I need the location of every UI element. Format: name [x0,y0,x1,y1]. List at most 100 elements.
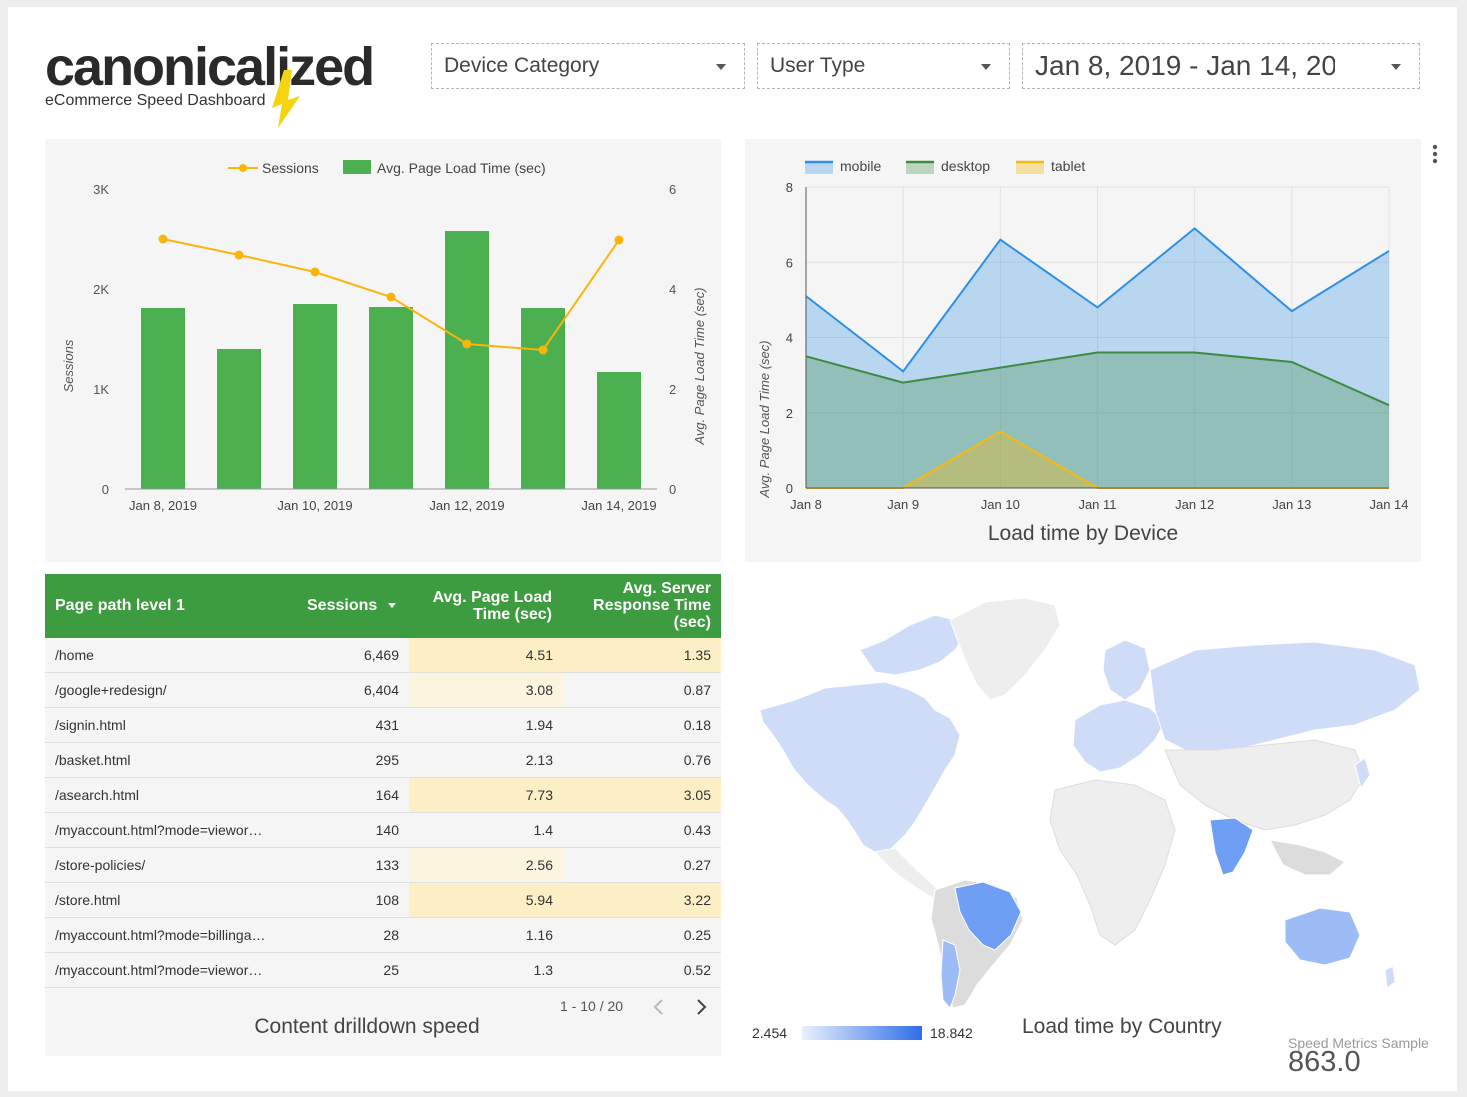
table-header: Page path level 1 Sessions Avg. Page Loa… [45,574,721,638]
legend-mobile-swatch [805,162,833,174]
lightning-bolt-icon [272,70,300,128]
date-range-filter[interactable]: Jan 8, 2019 - Jan 14, 2019 [1022,43,1420,89]
load-time-bar[interactable] [217,349,261,489]
user-type-filter[interactable]: User Type [757,43,1010,89]
table-row[interactable]: /myaccount.html?mode=viewor… 140 1.4 0.43 [45,813,721,848]
map-region-japan [1354,757,1371,790]
load-time-bar[interactable] [293,304,337,489]
table-title: Content drilldown speed [254,1015,480,1038]
cell-page-path: /myaccount.html?mode=billinga… [55,927,266,943]
cell-page-path: /myaccount.html?mode=viewor… [55,822,263,838]
table-body: /home 6,469 4.51 1.35/google+redesign/6,404… [45,638,721,988]
map-region-central-america [874,847,941,899]
cell-server-response-time: 0.27 [683,857,711,873]
col-header-page-load[interactable]: Avg. Page Load Time (sec) [433,589,552,623]
col-header-sessions[interactable]: Sessions [307,597,396,615]
table-row[interactable]: /store.html 108 5.94 3.22 [45,883,721,918]
area-line-desktop[interactable] [805,351,1390,407]
chevron-down-icon [716,64,726,70]
sessions-point[interactable] [310,267,320,277]
cell-page-load-time: 2.13 [525,752,553,768]
area-line-mobile[interactable] [805,227,1390,373]
area-y-tick-label: 6 [786,255,793,270]
map-color-scale [802,1026,922,1040]
cell-page-load-time: 7.73 [409,778,563,812]
load-time-by-device-chart: 0 2 4 6 8 Jan 8 Jan 9 Jan 10 Jan 11 Jan 12 Jan 13 J… [757,158,1409,545]
table-row[interactable]: /store-policies/133 2.56 0.27 [45,848,721,883]
area-y-tick-label: 2 [786,406,793,421]
area-y-tick-label: 4 [786,331,793,346]
cell-sessions: 133 [375,857,399,873]
cell-page-path: /myaccount.html?mode=viewor… [55,962,263,978]
table-row[interactable]: /google+redesign/6,404 3.08 0.87 [45,673,721,708]
legend-tablet-label: tablet [1051,158,1085,174]
load-time-bar[interactable] [141,308,185,489]
load-time-bar[interactable] [597,372,641,489]
more-vert-icon[interactable] [1430,144,1440,166]
cell-server-response-time: 3.22 [563,883,721,917]
map-region-africa [1049,779,1176,946]
combo-y2-tick-label: 0 [669,482,676,497]
legend-sessions-label: Sessions [262,160,319,176]
map-region-india [1209,817,1254,876]
load-time-bar[interactable] [521,308,565,489]
map-region-russia [1149,641,1421,756]
sessions-point[interactable] [234,250,244,260]
chevron-down-icon [981,64,991,70]
col-header-path[interactable]: Page path level 1 [55,597,185,614]
cell-page-path: /basket.html [55,752,131,768]
map-region-asia [1164,739,1366,831]
area-x-tick-label: Jan 13 [1272,497,1311,512]
combo-x-tick-label: Jan 10, 2019 [277,498,352,513]
combo-y-axis-label: Sessions [61,339,76,392]
cell-server-response-time: 0.52 [683,962,711,978]
sessions-point[interactable] [386,292,396,302]
cell-server-response-time: 0.76 [683,752,711,768]
cell-page-load-time: 1.94 [525,717,553,733]
cell-server-response-time: 0.87 [683,682,711,698]
area-chart-title: Load time by Device [988,522,1178,545]
area-x-tick-label: Jan 8 [790,497,822,512]
chevron-right-icon[interactable] [694,998,708,1016]
area-x-tick-label: Jan 12 [1175,497,1214,512]
table-row[interactable]: /signin.html 431 1.94 0.18 [45,708,721,743]
legend-desktop-swatch [906,162,934,174]
map-title: Load time by Country [1022,1015,1222,1038]
cell-page-load-time: 2.56 [409,848,563,882]
combo-y2-tick-label: 2 [669,382,676,397]
chevron-left-icon[interactable] [652,998,666,1016]
cell-sessions: 25 [383,962,399,978]
world-map[interactable] [755,590,1423,1010]
load-time-bar[interactable] [369,307,413,489]
sessions-point[interactable] [462,339,472,349]
table-row[interactable]: /asearch.html 164 7.73 3.05 [45,778,721,813]
map-region-north-america [759,681,961,853]
sessions-point[interactable] [614,235,624,245]
area-x-tick-label: Jan 11 [1078,497,1116,512]
table-row[interactable]: /myaccount.html?mode=billinga… 28 1.16 0.25 [45,918,721,953]
map-region-arctic-islands [859,614,966,676]
logo-subtitle: eCommerce Speed Dashboard [45,92,266,109]
load-time-bar[interactable] [445,231,489,489]
legend-sessions-marker [239,164,247,172]
map-region-scandinavia [1102,639,1151,701]
combo-y-tick-label: 2K [93,282,109,297]
device-category-label: Device Category [444,54,600,77]
table-row[interactable]: /myaccount.html?mode=viewor… 25 1.3 0.52 [45,953,721,988]
table-row[interactable]: /basket.html 295 2.13 0.76 [45,743,721,778]
cell-sessions: 6,404 [363,682,399,698]
cell-server-response-time: 0.25 [683,927,711,943]
map-region-southern-cone [940,939,961,1009]
user-type-label: User Type [770,54,866,77]
area-x-tick-label: Jan 10 [981,497,1020,512]
cell-page-load-time: 3.08 [409,673,563,707]
cell-page-load-time: 1.16 [525,927,553,943]
sessions-point[interactable] [538,345,548,355]
cell-sessions: 6,469 [363,647,399,663]
map-region-brazil [954,881,1022,951]
sessions-point[interactable] [158,234,168,244]
device-category-filter[interactable]: Device Category [431,43,745,89]
legend-load-time-label: Avg. Page Load Time (sec) [377,160,546,176]
col-header-server-response[interactable]: Avg. Server Response Time (sec) [593,580,711,631]
table-row[interactable]: /home 6,469 4.51 1.35 [45,638,721,673]
